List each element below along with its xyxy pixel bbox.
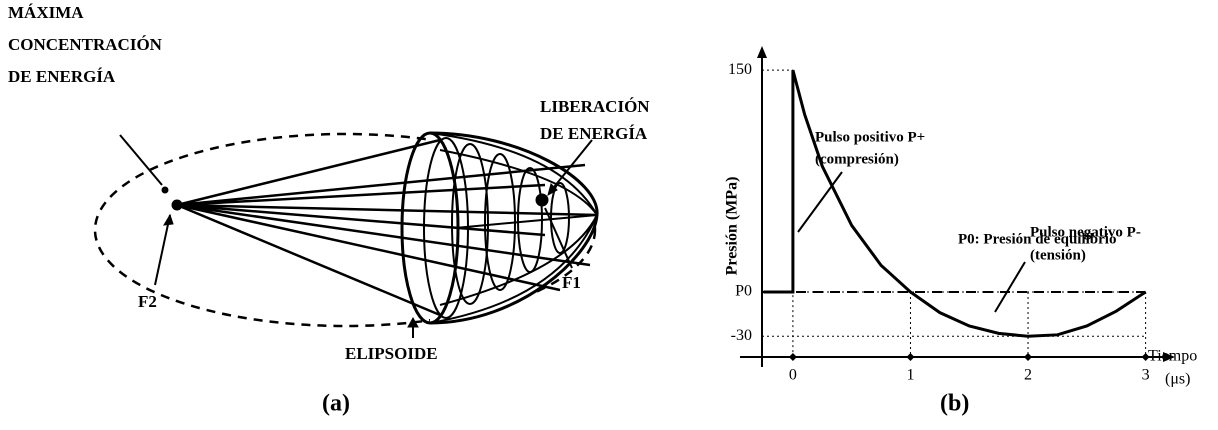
page: MÁXIMA CONCENTRACIÓN DE ENERGÍA LIBERACI… bbox=[0, 0, 1218, 425]
caption: (b) bbox=[940, 391, 969, 417]
label: DE ENERGÍA bbox=[8, 67, 116, 86]
y-tick-label: -30 bbox=[731, 327, 752, 344]
focus-dot bbox=[162, 187, 168, 193]
diagram-a bbox=[95, 133, 597, 338]
label: ELIPSOIDE bbox=[345, 344, 438, 363]
x-axis-unit: (μs) bbox=[1165, 371, 1190, 388]
tick-mark bbox=[906, 353, 914, 361]
f2-point bbox=[172, 200, 182, 210]
annotation-leader bbox=[798, 172, 842, 232]
label: MÁXIMA bbox=[8, 3, 84, 22]
caption: (a) bbox=[322, 391, 350, 417]
pressure-line bbox=[764, 70, 1146, 336]
label: LIBERACIÓN bbox=[540, 97, 650, 116]
label: CONCENTRACIÓN bbox=[8, 35, 163, 54]
figure: MÁXIMA CONCENTRACIÓN DE ENERGÍA LIBERACI… bbox=[0, 0, 1218, 425]
annotation: (tensión) bbox=[1030, 247, 1086, 263]
y-tick-label: P0 bbox=[735, 283, 752, 300]
y-axis-label: Presión (MPa) bbox=[724, 177, 741, 276]
y-tick-label: 150 bbox=[728, 61, 752, 78]
tick-mark bbox=[789, 353, 797, 361]
label: F2 bbox=[138, 292, 157, 311]
x-tick-label: 1 bbox=[906, 367, 914, 384]
x-tick-label: 3 bbox=[1142, 367, 1150, 384]
x-tick-label: 2 bbox=[1024, 367, 1032, 384]
tick-mark bbox=[1024, 353, 1032, 361]
annotation-leader bbox=[995, 262, 1025, 312]
f1-point bbox=[536, 194, 548, 206]
arrow bbox=[120, 135, 162, 185]
label: F1 bbox=[562, 273, 581, 292]
annotation: (compresión) bbox=[815, 151, 899, 167]
annotation: Pulso positivo P+ bbox=[815, 129, 925, 145]
arrow bbox=[155, 215, 170, 285]
annotation: Pulso negativo P- bbox=[1030, 224, 1141, 240]
x-tick-label: 0 bbox=[789, 367, 797, 384]
arrowhead bbox=[164, 215, 173, 225]
y-axis-arrow bbox=[757, 46, 767, 58]
label: DE ENERGÍA bbox=[540, 124, 648, 143]
